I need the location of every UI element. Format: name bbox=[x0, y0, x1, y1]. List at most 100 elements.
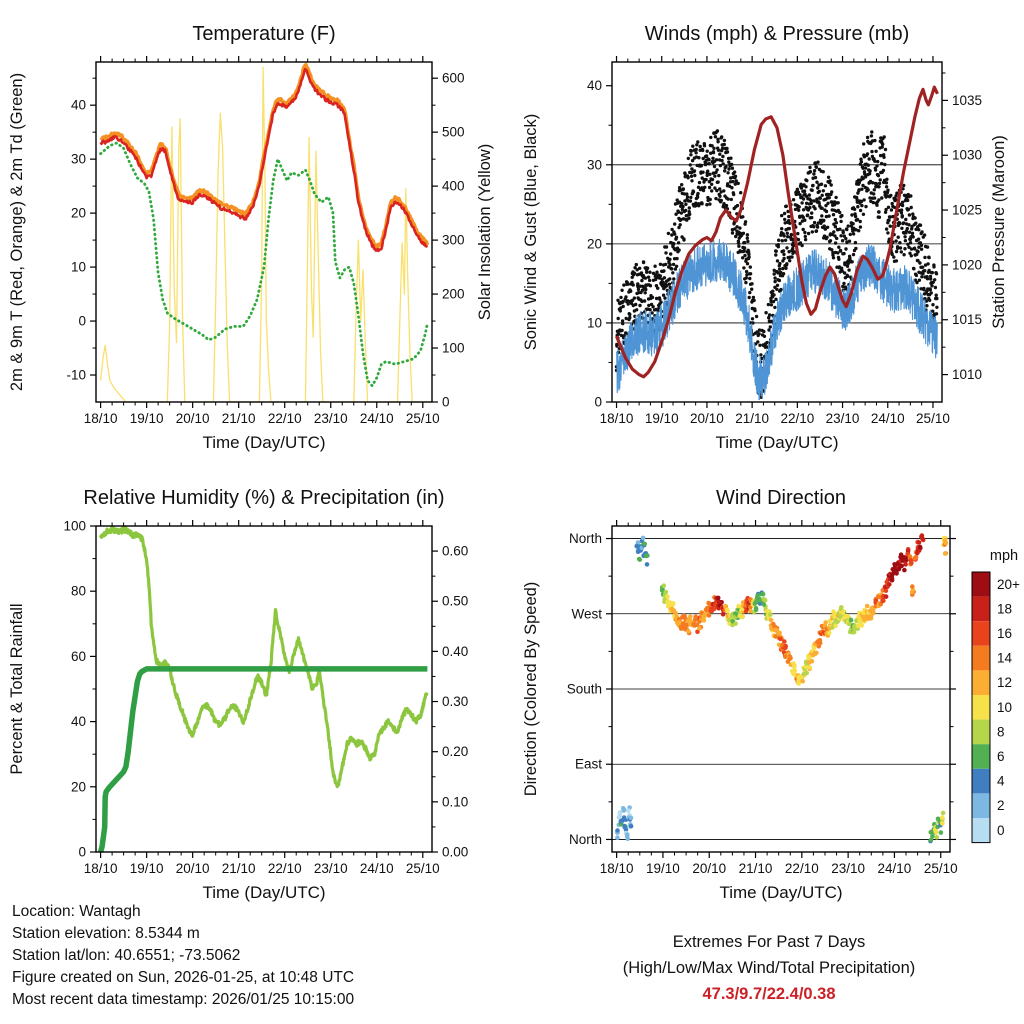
svg-text:21/10: 21/10 bbox=[735, 411, 769, 426]
svg-text:19/10: 19/10 bbox=[130, 411, 164, 426]
svg-text:200: 200 bbox=[442, 287, 465, 302]
svg-text:40: 40 bbox=[71, 714, 86, 729]
svg-text:24/10: 24/10 bbox=[878, 861, 912, 876]
svg-text:18/10: 18/10 bbox=[84, 861, 118, 876]
svg-text:500: 500 bbox=[442, 125, 465, 140]
station-location: Location: Wantagh bbox=[12, 903, 141, 920]
svg-text:23/10: 23/10 bbox=[314, 411, 348, 426]
svg-text:1030: 1030 bbox=[952, 148, 982, 163]
svg-text:12: 12 bbox=[997, 675, 1012, 690]
extremes-subtitle: (High/Low/Max Wind/Total Precipitation) bbox=[622, 959, 916, 977]
svg-text:20: 20 bbox=[587, 236, 602, 251]
svg-text:22/10: 22/10 bbox=[785, 861, 819, 876]
chart-title: Relative Humidity (%) & Precipitation (i… bbox=[83, 487, 444, 509]
svg-text:21/10: 21/10 bbox=[222, 861, 256, 876]
extremes-title: Extremes For Past 7 Days bbox=[672, 933, 866, 951]
svg-text:0.10: 0.10 bbox=[442, 794, 468, 809]
svg-text:24/10: 24/10 bbox=[871, 411, 905, 426]
svg-text:40: 40 bbox=[587, 78, 602, 93]
svg-text:1015: 1015 bbox=[952, 312, 982, 327]
svg-text:18/10: 18/10 bbox=[84, 411, 118, 426]
svg-text:East: East bbox=[575, 757, 602, 772]
svg-text:-10: -10 bbox=[66, 368, 86, 383]
extremes-summary: Extremes For Past 7 Days (High/Low/Max W… bbox=[518, 929, 1020, 1007]
svg-text:20/10: 20/10 bbox=[690, 411, 724, 426]
svg-text:1020: 1020 bbox=[952, 257, 982, 272]
svg-text:0.60: 0.60 bbox=[442, 544, 468, 559]
svg-text:40: 40 bbox=[71, 98, 86, 113]
svg-text:22/10: 22/10 bbox=[780, 411, 814, 426]
svg-text:30: 30 bbox=[587, 157, 602, 172]
most-recent-data-timestamp: Most recent data timestamp: 2026/01/25 1… bbox=[12, 991, 355, 1008]
svg-text:100: 100 bbox=[63, 519, 86, 534]
chart-title: Winds (mph) & Pressure (mb) bbox=[645, 23, 910, 45]
svg-text:25/10: 25/10 bbox=[924, 861, 958, 876]
svg-text:2: 2 bbox=[997, 798, 1005, 813]
svg-text:1010: 1010 bbox=[952, 367, 982, 382]
svg-text:0: 0 bbox=[594, 395, 602, 410]
y-axis-label: Station Pressure (Maroon) bbox=[990, 135, 1008, 329]
svg-text:20: 20 bbox=[71, 779, 86, 794]
svg-text:20+: 20+ bbox=[997, 577, 1020, 592]
figure-created-timestamp: Figure created on Sun, 2026-01-25, at 10… bbox=[12, 969, 355, 986]
svg-text:0: 0 bbox=[442, 395, 450, 410]
svg-text:0.40: 0.40 bbox=[442, 644, 468, 659]
svg-text:23/10: 23/10 bbox=[826, 411, 860, 426]
svg-text:10: 10 bbox=[71, 260, 86, 275]
x-axis-label: Time (Day/UTC) bbox=[715, 433, 838, 452]
chart-title: Temperature (F) bbox=[192, 23, 335, 45]
y-axis-label: Solar Insolation (Yellow) bbox=[476, 144, 494, 320]
y-axis-label: Percent & Total Rainfall bbox=[8, 603, 26, 774]
svg-text:North: North bbox=[569, 832, 602, 847]
svg-text:19/10: 19/10 bbox=[646, 861, 680, 876]
chart-title: Wind Direction bbox=[716, 487, 846, 509]
y-axis-label: Sonic Wind & Gust (Blue, Black) bbox=[522, 114, 540, 351]
svg-text:0.50: 0.50 bbox=[442, 594, 468, 609]
temperature-chart: Temperature (F) 18/10 19/10 20/10 21/10 22/10… bbox=[8, 23, 494, 452]
svg-text:0: 0 bbox=[997, 823, 1005, 838]
winds-pressure-chart: Winds (mph) & Pressure (mb) 18/10 19/10 20/… bbox=[522, 23, 1008, 452]
svg-text:0: 0 bbox=[78, 314, 86, 329]
svg-text:25/10: 25/10 bbox=[916, 411, 950, 426]
svg-text:100: 100 bbox=[442, 341, 465, 356]
station-info: Location: Wantagh Station elevation: 8.5… bbox=[12, 901, 354, 1011]
svg-text:20/10: 20/10 bbox=[176, 411, 210, 426]
y-axis-label: Direction (Colored By Speed) bbox=[522, 582, 540, 797]
svg-text:400: 400 bbox=[442, 179, 465, 194]
svg-text:25/10: 25/10 bbox=[406, 861, 440, 876]
svg-text:80: 80 bbox=[71, 584, 86, 599]
legend-title: mph bbox=[990, 548, 1018, 564]
svg-text:6: 6 bbox=[997, 749, 1005, 764]
svg-text:8: 8 bbox=[997, 724, 1005, 739]
station-latlon: Station lat/lon: 40.6551; -73.5062 bbox=[12, 947, 241, 964]
svg-text:600: 600 bbox=[442, 71, 465, 86]
svg-text:300: 300 bbox=[442, 233, 465, 248]
svg-text:0.30: 0.30 bbox=[442, 694, 468, 709]
svg-text:10: 10 bbox=[997, 700, 1012, 715]
svg-text:22/10: 22/10 bbox=[268, 861, 302, 876]
svg-text:20/10: 20/10 bbox=[692, 861, 726, 876]
svg-text:0: 0 bbox=[78, 845, 86, 860]
svg-text:1035: 1035 bbox=[952, 93, 982, 108]
svg-text:18/10: 18/10 bbox=[600, 411, 634, 426]
svg-text:22/10: 22/10 bbox=[268, 411, 302, 426]
svg-text:0.20: 0.20 bbox=[442, 744, 468, 759]
svg-text:21/10: 21/10 bbox=[222, 411, 256, 426]
svg-text:20/10: 20/10 bbox=[176, 861, 210, 876]
svg-text:60: 60 bbox=[71, 649, 86, 664]
svg-text:14: 14 bbox=[997, 651, 1013, 666]
svg-text:30: 30 bbox=[71, 152, 86, 167]
svg-text:1025: 1025 bbox=[952, 203, 982, 218]
svg-text:24/10: 24/10 bbox=[360, 861, 394, 876]
svg-text:North: North bbox=[569, 531, 602, 546]
svg-text:16: 16 bbox=[997, 626, 1012, 641]
svg-text:4: 4 bbox=[997, 774, 1005, 789]
extremes-values: 47.3/9.7/22.4/0.38 bbox=[702, 985, 836, 1003]
svg-text:0.00: 0.00 bbox=[442, 845, 468, 860]
station-elevation: Station elevation: 8.5344 m bbox=[12, 925, 200, 942]
svg-text:West: West bbox=[571, 606, 602, 621]
svg-text:19/10: 19/10 bbox=[130, 861, 164, 876]
svg-text:South: South bbox=[567, 682, 602, 697]
svg-text:25/10: 25/10 bbox=[406, 411, 440, 426]
svg-text:23/10: 23/10 bbox=[314, 861, 348, 876]
